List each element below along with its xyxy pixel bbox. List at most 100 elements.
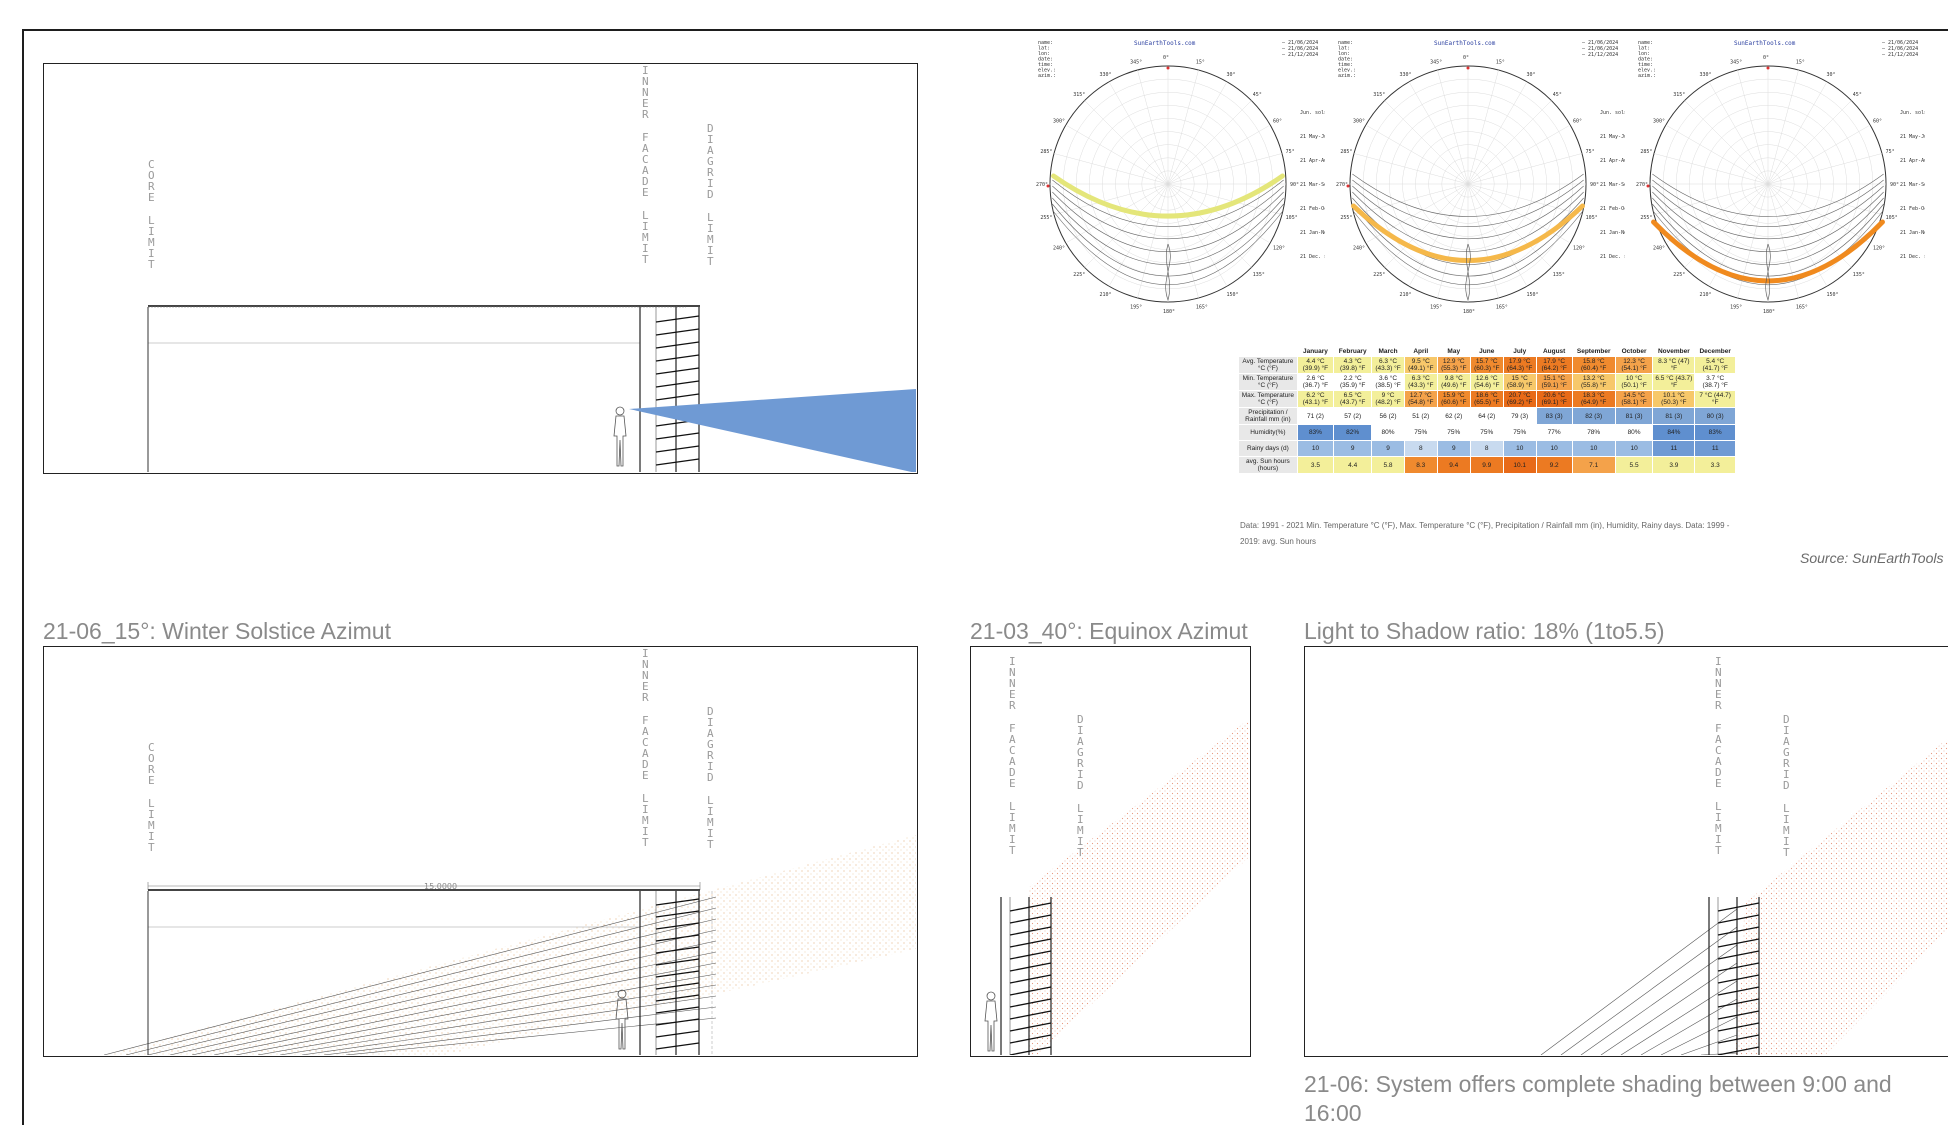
table-cell: 11 bbox=[1694, 440, 1736, 457]
svg-text:Jun. solstice: Jun. solstice bbox=[1300, 110, 1325, 116]
table-cell: 17.9 °C (64.2) °F bbox=[1535, 356, 1573, 374]
row-label: Humidity(%) bbox=[1238, 424, 1298, 441]
svg-text:21 Feb-Oct: 21 Feb-Oct bbox=[1900, 206, 1925, 212]
svg-text:315°: 315° bbox=[1073, 92, 1085, 98]
table-cell: 71 (2) bbox=[1296, 407, 1335, 425]
table-cell: 10.1 bbox=[1502, 456, 1537, 474]
table-cell: 10 bbox=[1535, 440, 1573, 457]
svg-text:150°: 150° bbox=[1827, 292, 1839, 298]
table-cell: 80 (3) bbox=[1694, 407, 1736, 425]
row-label: Min. Temperature °C (°F) bbox=[1238, 373, 1298, 391]
caption-light-shadow-ratio: Light to Shadow ratio: 18% (1to5.5) bbox=[1304, 618, 1665, 644]
table-cell: 56 (2) bbox=[1371, 407, 1405, 425]
table-cell: 8.3 bbox=[1403, 456, 1438, 474]
svg-text:elev.:: elev.: bbox=[1638, 68, 1656, 74]
person-figure bbox=[984, 991, 998, 1052]
svg-text:21 Dec. solstice: 21 Dec. solstice bbox=[1900, 254, 1925, 260]
svg-text:165°: 165° bbox=[1196, 305, 1208, 311]
svg-text:lon:: lon: bbox=[1638, 51, 1650, 57]
table-cell: 75% bbox=[1502, 424, 1537, 441]
svg-text:120°: 120° bbox=[1273, 246, 1285, 252]
sun-path-chart-1: name: lat: lon: date: time: elev.: azim.: SunEa… bbox=[1030, 36, 1325, 326]
month-header: July bbox=[1513, 348, 1527, 355]
sun-chart-brand: SunEarthTools.com bbox=[1434, 40, 1496, 47]
dimension-label: 15.0000 bbox=[424, 882, 457, 891]
svg-text:lat:: lat: bbox=[1338, 46, 1350, 52]
svg-text:105°: 105° bbox=[1886, 215, 1898, 221]
svg-text:30°: 30° bbox=[1827, 72, 1836, 78]
diagrid-ladder bbox=[655, 315, 700, 466]
svg-text:75°: 75° bbox=[1286, 149, 1295, 155]
table-cell: 9.8 °C (49.6) °F bbox=[1436, 373, 1471, 391]
row-label: Max. Temperature °C (°F) bbox=[1238, 390, 1298, 408]
svg-text:15°: 15° bbox=[1796, 59, 1805, 65]
svg-text:– 21/06/2024: – 21/06/2024 bbox=[1882, 40, 1918, 46]
svg-text:time:: time: bbox=[1638, 62, 1653, 68]
table-cell: 83% bbox=[1296, 424, 1335, 441]
svg-text:210°: 210° bbox=[1400, 292, 1412, 298]
table-row: Max. Temperature °C (°F) 6.2 °C (43.1) °F… bbox=[1238, 390, 1736, 408]
svg-text:225°: 225° bbox=[1073, 272, 1085, 278]
svg-text:15°: 15° bbox=[1496, 59, 1505, 65]
svg-text:45°: 45° bbox=[1253, 92, 1262, 98]
table-cell: 12.9 °C (55.3) °F bbox=[1436, 356, 1471, 374]
svg-text:120°: 120° bbox=[1573, 246, 1585, 252]
table-cell: 82% bbox=[1333, 424, 1373, 441]
svg-text:135°: 135° bbox=[1853, 272, 1865, 278]
table-cell: 3.3 bbox=[1694, 456, 1736, 474]
month-header: February bbox=[1338, 348, 1367, 355]
svg-text:21 Mar-Sep: 21 Mar-Sep bbox=[1300, 182, 1325, 188]
svg-text:60°: 60° bbox=[1873, 119, 1882, 125]
table-cell: 6.5 °C (43.7) °F bbox=[1333, 390, 1373, 408]
table-row: Precipitation / Rainfall mm (in) 71 (2) 57… bbox=[1238, 407, 1736, 425]
sheet-frame-left bbox=[22, 29, 24, 1125]
caption-winter-solstice: 21-06_15°: Winter Solstice Azimut bbox=[43, 618, 391, 644]
svg-text:60°: 60° bbox=[1573, 119, 1582, 125]
table-cell: 77% bbox=[1535, 424, 1573, 441]
svg-text:195°: 195° bbox=[1130, 305, 1142, 311]
table-cell: 4.4 bbox=[1333, 456, 1373, 474]
svg-text:285°: 285° bbox=[1640, 149, 1652, 155]
sun-path-chart-2: name: lat: lon: date: time: elev.: azim.: SunEa… bbox=[1330, 36, 1625, 326]
month-header: November bbox=[1657, 348, 1690, 355]
table-cell: 3.7 °C (38.7) °F bbox=[1694, 373, 1736, 391]
svg-text:– 21/06/2024: – 21/06/2024 bbox=[1282, 40, 1318, 46]
table-cell: 81 (3) bbox=[1614, 407, 1654, 425]
svg-text:lat:: lat: bbox=[1038, 46, 1050, 52]
sun-chart-brand: SunEarthTools.com bbox=[1734, 40, 1796, 47]
sun-ray bbox=[629, 389, 916, 472]
svg-text:135°: 135° bbox=[1253, 272, 1265, 278]
climate-data-note: Data: 1991 - 2021 Min. Temperature °C (°… bbox=[1240, 521, 1730, 546]
svg-text:30°: 30° bbox=[1527, 72, 1536, 78]
svg-text:Jun. solstice: Jun. solstice bbox=[1600, 110, 1625, 116]
svg-text:255°: 255° bbox=[1340, 215, 1352, 221]
svg-text:– 21/12/2024: – 21/12/2024 bbox=[1882, 52, 1918, 58]
table-cell: 6.2 °C (43.1) °F bbox=[1296, 390, 1335, 408]
table-cell: 10 bbox=[1502, 440, 1537, 457]
table-cell: 83 (3) bbox=[1535, 407, 1573, 425]
table-cell: 10.1 °C (50.3) °F bbox=[1652, 390, 1696, 408]
table-cell: 81 (3) bbox=[1652, 407, 1696, 425]
table-cell: 9 °C (48.2) °F bbox=[1371, 390, 1405, 408]
svg-text:21 Feb-Oct: 21 Feb-Oct bbox=[1300, 206, 1325, 212]
sun-chart-brand: SunEarthTools.com bbox=[1134, 40, 1196, 47]
month-header: September bbox=[1576, 348, 1611, 355]
table-cell: 4.3 °C (39.8) °F bbox=[1333, 356, 1373, 374]
table-cell: 15.1 °C (59.1) °F bbox=[1535, 373, 1573, 391]
table-row: Avg. Temperature °C (°F) 4.4 °C (39.9) °F… bbox=[1238, 356, 1736, 374]
svg-text:225°: 225° bbox=[1373, 272, 1385, 278]
table-cell: 5.5 bbox=[1614, 456, 1654, 474]
table-cell: 9 bbox=[1333, 440, 1373, 457]
table-cell: 9.2 bbox=[1535, 456, 1573, 474]
svg-text:330°: 330° bbox=[1700, 72, 1712, 78]
table-row: Rainy days (d) 10 9 9 8 9 8 10 10 10 10 11 11 bbox=[1238, 440, 1736, 457]
svg-text:date:: date: bbox=[1338, 57, 1353, 63]
floor-slab bbox=[148, 889, 700, 891]
table-row: avg. Sun hours (hours) 3.5 4.4 5.8 8.3 9.4 9.9… bbox=[1238, 456, 1736, 474]
table-cell: 15 °C (58.9) °F bbox=[1502, 373, 1537, 391]
svg-text:45°: 45° bbox=[1553, 92, 1562, 98]
